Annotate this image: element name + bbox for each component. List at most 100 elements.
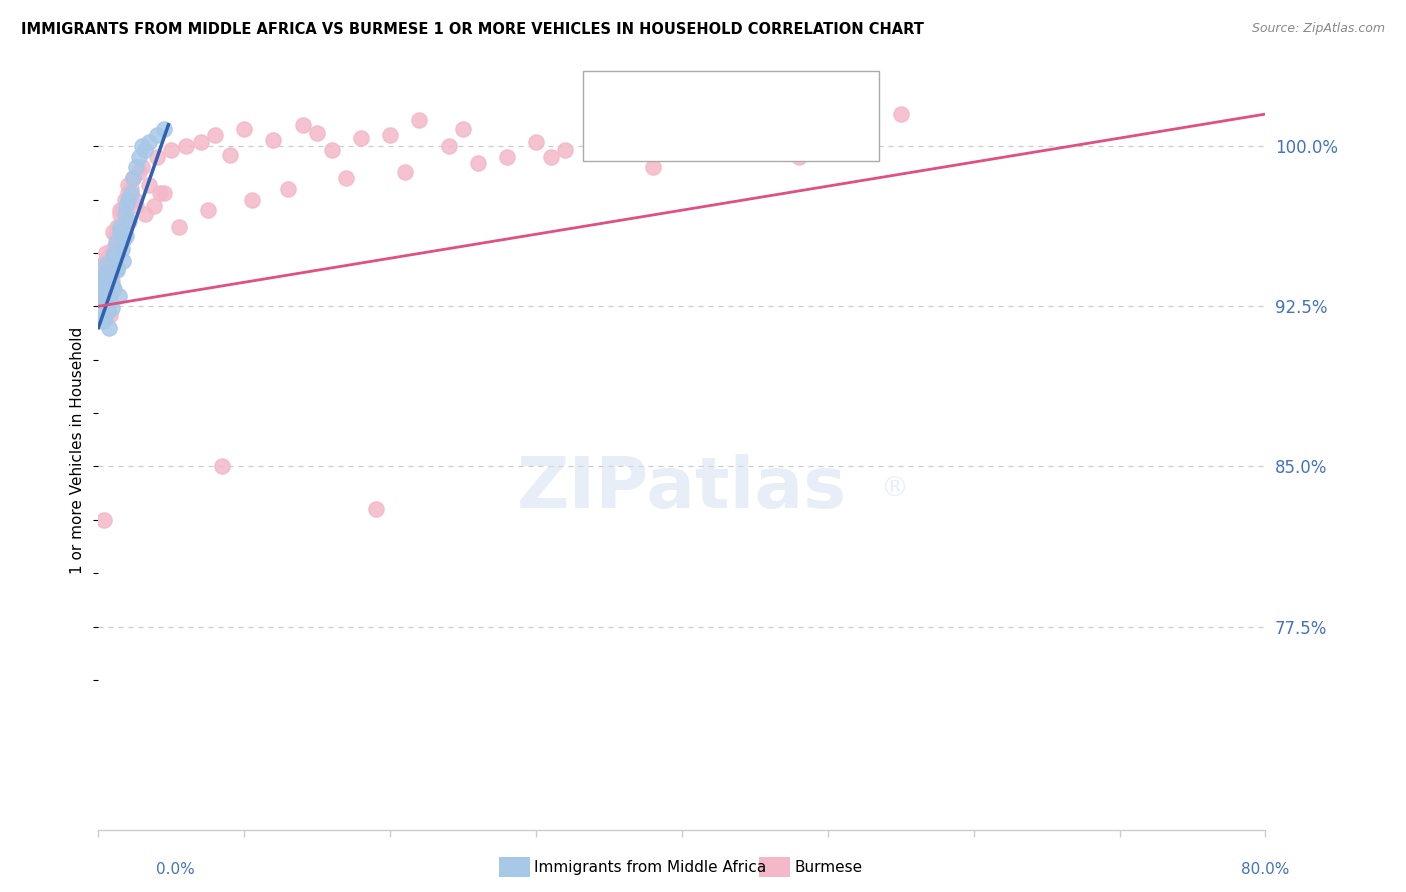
Point [94,310,117,324]
Point [451,122,474,136]
Point [160,144,183,158]
Point [98,308,121,322]
Point [118,214,141,228]
Point [98,282,121,296]
Point [94,265,117,279]
Point [94,286,117,301]
Point [100,260,122,275]
Text: R =: R = [631,87,662,104]
Text: ZIPatlas: ZIPatlas [517,454,846,523]
Point [291,118,314,132]
Point [91,263,114,277]
Point [125,199,148,213]
Point [114,214,136,228]
Point [91,293,114,307]
Point [524,135,547,149]
Text: Burmese: Burmese [794,860,862,874]
Point [138,178,160,192]
Point [110,203,132,218]
Point [91,293,114,307]
Point [117,178,139,192]
Point [112,233,135,247]
Point [105,263,128,277]
Point [138,135,160,149]
Point [204,128,226,143]
Point [233,122,256,136]
Point [120,182,142,196]
Point [307,126,329,140]
Point [277,182,299,196]
Point [380,128,402,143]
Point [90,277,112,292]
Point [134,144,156,158]
Point [146,150,169,164]
Point [117,186,139,200]
Point [114,193,136,207]
Point [104,228,127,243]
Point [100,269,122,284]
Point [103,282,125,296]
Point [112,254,135,268]
Point [240,193,263,207]
Point [174,139,197,153]
Point [190,135,212,149]
Point [787,150,810,164]
Point [96,256,118,270]
Point [122,171,145,186]
Point [134,207,156,221]
Point [437,139,460,153]
Y-axis label: 1 or more Vehicles in Household: 1 or more Vehicles in Household [70,326,86,574]
Point [97,291,120,305]
Point [112,233,135,247]
Point [146,128,169,143]
Text: 0.0%: 0.0% [156,863,195,877]
Point [97,320,120,334]
Point [554,144,576,158]
Text: ®: ® [880,475,908,502]
Point [97,269,120,284]
Point [91,277,114,292]
Point [149,186,172,200]
Point [97,303,120,318]
Point [117,193,139,207]
Point [93,513,115,527]
Text: N =: N = [728,87,759,104]
Point [598,128,620,143]
Point [97,250,120,264]
Point [98,295,121,310]
Point [124,193,146,207]
Point [817,139,839,153]
Point [364,502,387,516]
Point [153,122,176,136]
Text: 0.156: 0.156 [668,118,720,136]
Text: Immigrants from Middle Africa: Immigrants from Middle Africa [534,860,766,874]
Point [90,288,112,302]
Point [122,171,145,186]
Point [108,288,131,302]
Point [335,171,357,186]
Point [94,271,117,285]
Point [613,144,636,158]
Point [101,250,124,264]
Text: Source: ZipAtlas.com: Source: ZipAtlas.com [1251,22,1385,36]
Point [700,135,723,149]
Point [96,267,118,281]
Point [93,271,115,285]
Point [91,256,114,270]
Text: IMMIGRANTS FROM MIDDLE AFRICA VS BURMESE 1 OR MORE VEHICLES IN HOUSEHOLD CORRELA: IMMIGRANTS FROM MIDDLE AFRICA VS BURMESE… [21,22,924,37]
Point [890,107,912,121]
Point [131,161,153,175]
Point [128,165,150,179]
Point [131,139,153,153]
Point [103,246,125,260]
Point [98,286,121,301]
Point [167,220,190,235]
Point [496,150,519,164]
Point [108,235,131,250]
Point [114,207,136,221]
Point [197,203,219,218]
Point [100,301,122,316]
Point [98,250,121,264]
Point [671,133,693,147]
Point [218,147,240,161]
